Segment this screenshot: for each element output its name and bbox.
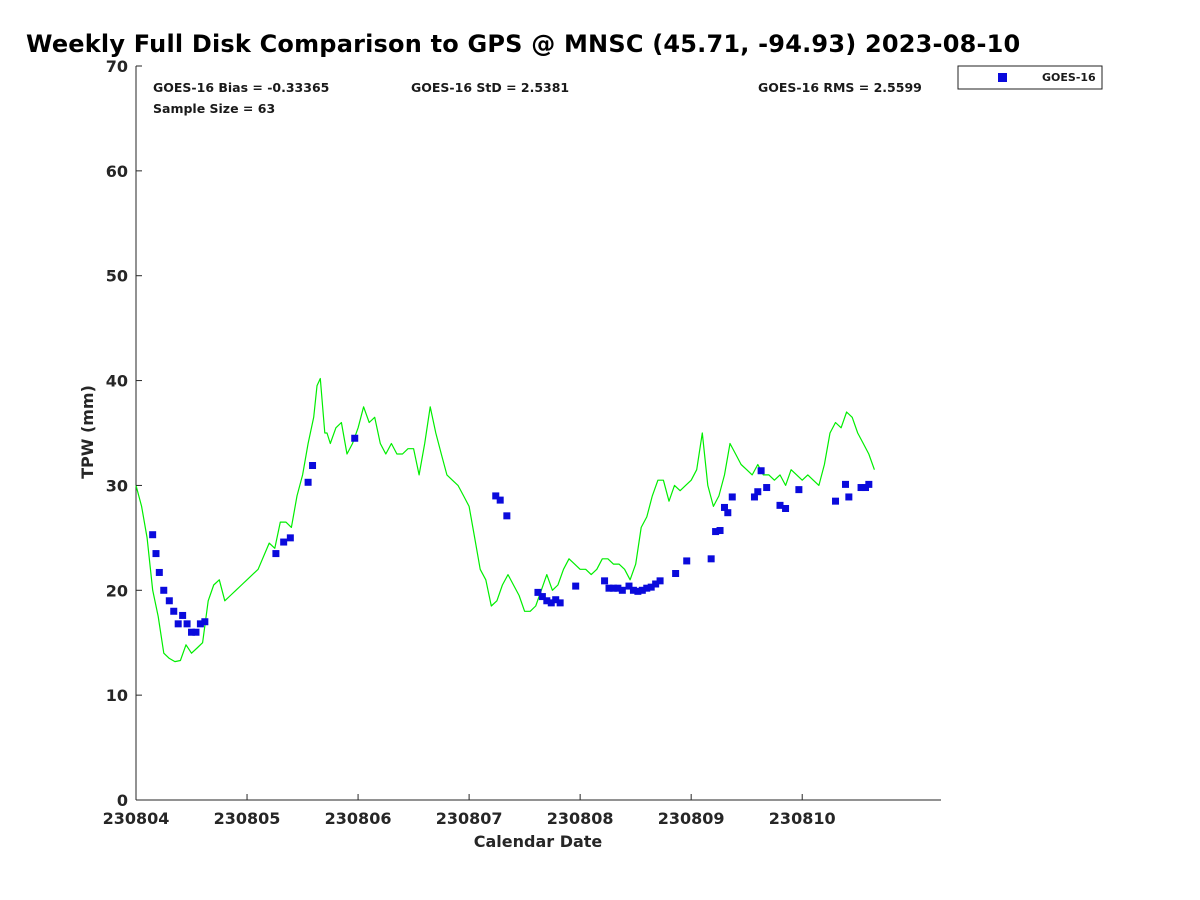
- goes16-data-point: [865, 480, 873, 488]
- goes16-data-point: [286, 534, 294, 542]
- goes16-data-point: [196, 620, 204, 628]
- goes16-data-point: [605, 584, 613, 592]
- legend-label: GOES-16: [1042, 71, 1096, 84]
- y-tick-label: 40: [106, 372, 128, 391]
- goes16-data-point: [547, 599, 555, 607]
- goes16-data-point: [763, 484, 771, 492]
- y-tick-label: 30: [106, 476, 128, 495]
- rms-stat: GOES-16 RMS = 2.5599: [758, 80, 922, 95]
- goes16-data-point: [309, 462, 317, 470]
- goes16-data-point: [776, 501, 784, 509]
- goes16-data-point: [601, 577, 609, 585]
- goes16-data-point: [272, 550, 280, 558]
- x-tick-label: 230807: [436, 809, 503, 828]
- goes16-data-point: [618, 586, 626, 594]
- goes16-data-point: [728, 493, 736, 501]
- goes16-data-point: [155, 568, 163, 576]
- goes16-data-point: [782, 504, 790, 512]
- goes16-data-point: [842, 480, 850, 488]
- x-tick-label: 230804: [103, 809, 170, 828]
- y-tick-label: 50: [106, 267, 128, 286]
- legend: GOES-16: [957, 65, 1103, 90]
- x-tick-label: 230809: [658, 809, 725, 828]
- goes16-data-point: [720, 503, 728, 511]
- legend-box: [957, 65, 1103, 90]
- goes16-data-point: [572, 582, 580, 590]
- std-stat: GOES-16 StD = 2.5381: [411, 80, 569, 95]
- x-axis-label: Calendar Date: [474, 832, 603, 851]
- x-tick-label: 230808: [547, 809, 614, 828]
- goes16-data-point: [496, 496, 504, 504]
- goes16-data-point: [351, 434, 359, 442]
- goes16-data-point: [716, 527, 724, 535]
- goes16-data-point: [643, 584, 651, 592]
- goes16-data-point: [712, 528, 720, 536]
- goes16-data-point: [201, 618, 209, 626]
- goes16-data-point: [683, 557, 691, 565]
- goes16-data-point: [179, 611, 187, 619]
- goes16-data-point: [280, 538, 288, 546]
- goes16-data-point: [304, 478, 312, 486]
- goes16-data-point: [707, 555, 715, 563]
- goes16-data-point: [609, 584, 617, 592]
- goes16-data-point: [757, 467, 765, 475]
- goes16-data-point: [492, 492, 500, 500]
- legend-marker: [998, 73, 1007, 82]
- y-tick-label: 70: [106, 57, 128, 76]
- goes16-data-point: [724, 509, 732, 517]
- x-tick-label: 230810: [769, 809, 836, 828]
- goes16-data-point: [183, 620, 191, 628]
- sample-size-stat: Sample Size = 63: [153, 101, 275, 116]
- goes16-data-point: [845, 493, 853, 501]
- goes16-data-point: [795, 486, 803, 494]
- goes16-data-point: [672, 570, 680, 578]
- y-tick-label: 20: [106, 581, 128, 600]
- goes16-data-point: [656, 577, 664, 585]
- goes16-data-point: [625, 582, 633, 590]
- goes16-data-point: [543, 597, 551, 605]
- goes16-data-point: [629, 586, 637, 594]
- goes16-data-point: [534, 588, 542, 596]
- goes16-data-point: [152, 550, 160, 558]
- x-tick-label: 230806: [325, 809, 392, 828]
- y-tick-label: 10: [106, 686, 128, 705]
- goes16-data-point: [614, 584, 622, 592]
- goes16-data-point: [538, 593, 546, 601]
- bias-stat: GOES-16 Bias = -0.33365: [153, 80, 329, 95]
- y-axis-label: TPW (mm): [78, 385, 97, 479]
- goes16-data-point: [647, 583, 655, 591]
- goes16-data-point: [174, 620, 182, 628]
- y-tick-label: 0: [117, 791, 128, 810]
- goes16-data-point: [149, 531, 157, 539]
- x-tick-label: 230805: [214, 809, 281, 828]
- goes16-data-point: [634, 587, 642, 595]
- gps-series-line: [135, 377, 875, 663]
- goes16-data-point: [552, 596, 560, 604]
- y-tick-label: 60: [106, 162, 128, 181]
- goes16-data-point: [160, 586, 168, 594]
- goes16-data-point: [652, 580, 660, 588]
- chart-title: Weekly Full Disk Comparison to GPS @ MNS…: [26, 30, 1021, 58]
- goes16-data-point: [188, 628, 196, 636]
- goes16-data-point: [165, 597, 173, 605]
- goes16-data-point: [192, 628, 200, 636]
- goes16-data-point: [832, 497, 840, 505]
- goes16-data-point: [638, 586, 646, 594]
- goes16-data-point: [750, 493, 758, 501]
- goes16-data-point: [170, 607, 178, 615]
- goes16-data-point: [556, 599, 564, 607]
- goes16-data-point: [857, 484, 865, 492]
- goes16-data-point: [503, 512, 511, 520]
- goes16-data-point: [754, 488, 762, 496]
